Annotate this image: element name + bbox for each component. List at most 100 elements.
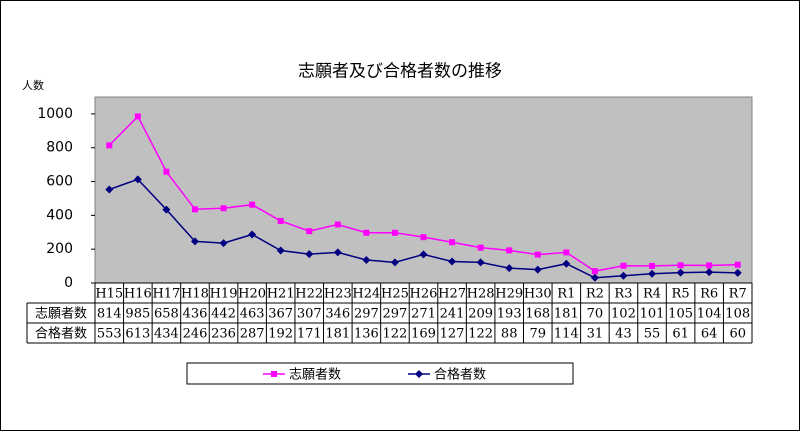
table-value: 101	[640, 307, 665, 322]
table-value: 613	[125, 327, 150, 342]
y-tick-label: 600	[46, 174, 73, 190]
x-tick-label: H22	[295, 287, 323, 302]
marker	[221, 205, 227, 211]
x-tick-label: H20	[238, 287, 266, 302]
table-value: 297	[383, 307, 408, 322]
table-value: 55	[644, 327, 661, 342]
table-value: 985	[125, 307, 150, 322]
table-value: 79	[529, 327, 546, 342]
table-value: 287	[240, 327, 265, 342]
table-value: 105	[668, 307, 693, 322]
x-tick-label: H28	[467, 287, 495, 302]
table-value: 88	[501, 327, 518, 342]
x-tick-label: R7	[729, 287, 747, 302]
x-tick-label: H17	[152, 287, 180, 302]
table-value: 553	[97, 327, 122, 342]
table-value: 658	[154, 307, 179, 322]
marker	[563, 249, 569, 255]
x-tick-label: H15	[95, 287, 123, 302]
table-value: 307	[297, 307, 322, 322]
table-value: 193	[497, 307, 522, 322]
x-tick-label: H27	[438, 287, 466, 302]
marker	[620, 263, 626, 269]
x-tick-label: R4	[643, 287, 661, 302]
legend-marker	[271, 371, 277, 377]
x-tick-label: H25	[381, 287, 409, 302]
marker	[735, 262, 741, 268]
table-value: 122	[468, 327, 493, 342]
marker	[392, 230, 398, 236]
table-value: 236	[211, 327, 236, 342]
y-tick-label: 800	[46, 140, 73, 156]
table-value: 127	[440, 327, 465, 342]
table-value: 241	[440, 307, 465, 322]
table-value: 209	[468, 307, 493, 322]
marker	[106, 142, 112, 148]
table-value: 271	[411, 307, 436, 322]
x-tick-label: H19	[210, 287, 238, 302]
y-axis-label: 人数	[22, 79, 44, 92]
x-tick-label: R5	[672, 287, 690, 302]
table-value: 64	[701, 327, 718, 342]
legend-box	[187, 363, 573, 384]
marker	[278, 218, 284, 224]
table-value: 442	[211, 307, 236, 322]
table-value: 434	[154, 327, 179, 342]
marker	[449, 239, 455, 245]
table-value: 122	[383, 327, 408, 342]
table-row-label: 志願者数	[35, 307, 87, 322]
table-value: 192	[268, 327, 293, 342]
x-tick-label: H21	[267, 287, 295, 302]
table-value: 181	[325, 327, 350, 342]
x-tick-label: H23	[324, 287, 352, 302]
marker	[478, 245, 484, 251]
marker	[706, 262, 712, 268]
marker	[163, 169, 169, 175]
x-tick-label: H18	[181, 287, 209, 302]
marker	[592, 268, 598, 274]
table-value: 168	[525, 307, 550, 322]
y-tick-label: 1000	[37, 106, 73, 122]
x-tick-label: H26	[410, 287, 438, 302]
legend-label: 志願者数	[289, 368, 341, 383]
y-tick-label: 400	[46, 207, 73, 223]
table-value: 346	[325, 307, 350, 322]
table-value: 70	[587, 307, 604, 322]
y-tick-label: 200	[46, 241, 73, 257]
marker	[506, 247, 512, 253]
x-tick-label: H29	[495, 287, 523, 302]
marker	[421, 234, 427, 240]
table-row-label: 合格者数	[35, 326, 87, 342]
y-tick-label: 0	[64, 275, 73, 291]
x-tick-label: H16	[124, 287, 152, 302]
marker	[535, 252, 541, 258]
x-tick-label: H30	[524, 287, 552, 302]
x-tick-label: R1	[557, 287, 575, 302]
table-value: 297	[354, 307, 379, 322]
marker	[363, 230, 369, 236]
marker	[306, 228, 312, 234]
marker	[249, 202, 255, 208]
table-value: 61	[672, 327, 689, 342]
table-value: 246	[183, 327, 208, 342]
x-tick-label: R6	[700, 287, 718, 302]
marker	[678, 262, 684, 268]
table-value: 60	[729, 327, 746, 342]
x-tick-label: R3	[614, 287, 632, 302]
table-value: 814	[97, 307, 122, 322]
table-value: 102	[611, 307, 636, 322]
table-value: 181	[554, 307, 579, 322]
marker	[135, 113, 141, 119]
table-value: 436	[183, 307, 208, 322]
marker	[649, 263, 655, 269]
marker	[192, 206, 198, 212]
table-value: 367	[268, 307, 293, 322]
table-value: 108	[725, 307, 750, 322]
chart-title: 志願者及び合格者数の推移	[298, 62, 502, 82]
x-tick-label: R2	[586, 287, 604, 302]
legend-label: 合格者数	[434, 367, 486, 383]
table-value: 171	[297, 327, 322, 342]
x-tick-label: H24	[352, 287, 380, 302]
table-value: 104	[697, 307, 722, 322]
